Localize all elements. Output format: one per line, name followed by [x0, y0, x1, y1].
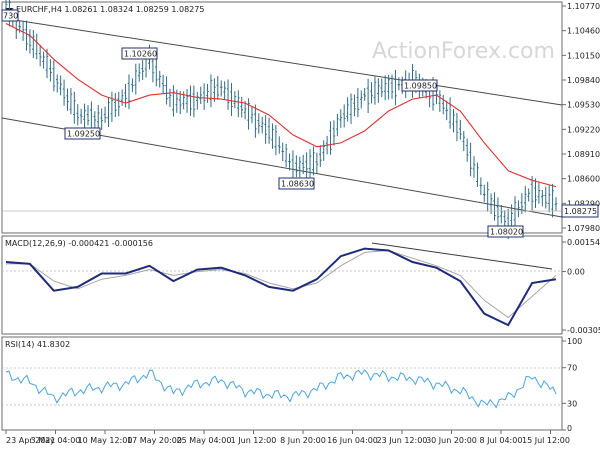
price-tick-label: 1.09220	[567, 125, 600, 134]
x-tick-label: 23 Apr 2021	[6, 436, 55, 445]
rsi-panel	[1, 336, 563, 431]
macd-trendline	[371, 242, 553, 270]
macd-axis: 0.001544 0.00 -0.003054	[562, 238, 600, 335]
x-tick-label: 16 Jun 04:00	[327, 436, 378, 445]
rsi-line	[5, 368, 557, 409]
price-tick-label: 1.07980	[567, 224, 600, 233]
price-tick-label: 1.08290	[567, 199, 600, 208]
rsi-axis: 100 70 30 0	[562, 337, 582, 433]
rsi-tick-label: 70	[567, 364, 577, 373]
macd-label: MACD(12,26,9) -0.000421 -0.000156	[5, 239, 153, 248]
price-panel	[1, 1, 563, 234]
annotation-box: 730	[1, 9, 19, 22]
annotation-box: 1.08630	[278, 177, 315, 190]
price-axis: 1.10770 1.10460 1.10150 1.09840 1.09530 1.092…	[562, 2, 600, 233]
svg-text:730: 730	[3, 12, 18, 21]
rsi-tick-label: 30	[567, 399, 577, 408]
macd-line	[5, 247, 557, 327]
x-tick-label: 17 May 20:00	[127, 436, 182, 445]
macd-panel	[1, 235, 563, 335]
price-tick-label: 1.10460	[567, 27, 600, 36]
macd-tick-label: 0.00	[567, 268, 585, 277]
price-tick-label: 1.10150	[567, 51, 600, 60]
price-tick-label: 1.09530	[567, 101, 600, 110]
svg-text:1.08630: 1.08630	[281, 180, 314, 189]
annotation-box: 1.10260	[121, 47, 158, 60]
last-price-badge	[561, 204, 599, 218]
rsi-tick-label: 100	[567, 337, 582, 346]
x-tick-label: 10 May 12:00	[78, 436, 133, 445]
price-tick-label: 1.09840	[567, 76, 600, 85]
svg-text:1.10260: 1.10260	[124, 50, 157, 59]
rsi-label: RSI(14) 41.8302	[5, 340, 70, 349]
price-tick-label: 1.10770	[567, 2, 600, 11]
x-tick-label: 3 May 04:00	[31, 436, 81, 445]
price-tick-label: 1.08600	[567, 175, 600, 184]
x-tick-label: 8 Jun 20:00	[280, 436, 326, 445]
macd-tick-label: 0.001544	[567, 238, 600, 247]
macd-tick-label: -0.003054	[567, 326, 600, 335]
rsi-tick-label: 0	[567, 424, 572, 433]
x-tick-label: 8 Jul 04:00	[480, 436, 523, 445]
x-tick-label: 30 Jun 20:00	[426, 436, 477, 445]
annotation-box: 1.09850	[401, 79, 438, 92]
x-tick-label: 23 Jun 12:00	[377, 436, 428, 445]
x-tick-label: 25 May 04:00	[177, 436, 232, 445]
watermark: ActionForex.com	[372, 39, 555, 64]
macd-signal-line	[6, 249, 557, 319]
price-tick-label: 1.08910	[567, 150, 600, 159]
annotation-box: 1.08020	[487, 225, 524, 238]
last-price-label: 1.08275	[564, 207, 597, 216]
channel-upper-line	[1, 17, 563, 106]
x-tick-label: 15 Jul 12:00	[522, 436, 570, 445]
svg-text:1.08020: 1.08020	[490, 228, 523, 237]
x-tick-label: 1 Jun 12:00	[231, 436, 277, 445]
svg-text:1.09250: 1.09250	[67, 130, 100, 139]
symbol-header: EURCHF,H4 1.08261 1.08324 1.08259 1.0827…	[16, 5, 204, 14]
moving-average-line	[5, 23, 557, 188]
svg-text:1.09850: 1.09850	[404, 82, 437, 91]
annotation-box: 1.09250	[64, 127, 101, 140]
